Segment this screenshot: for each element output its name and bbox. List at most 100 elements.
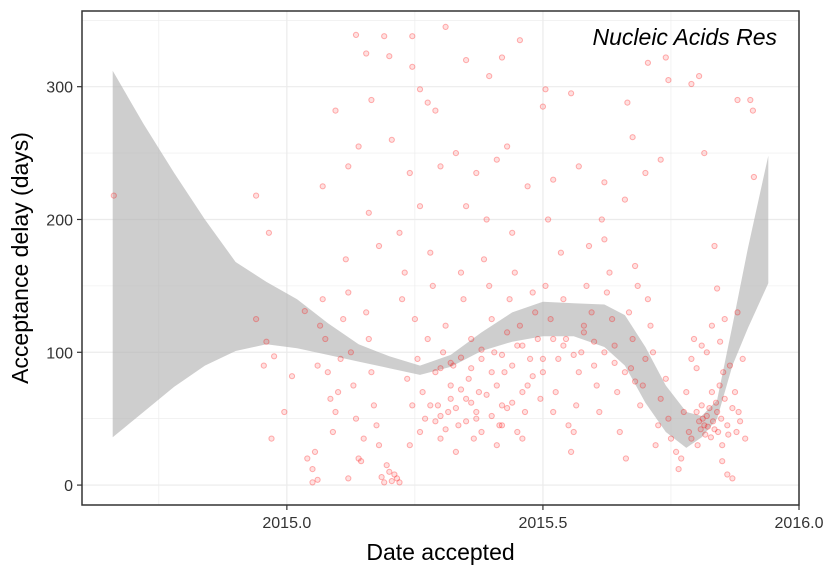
data-point — [457, 354, 465, 361]
data-point — [662, 375, 669, 382]
data-point — [603, 289, 611, 296]
data-point — [514, 342, 521, 349]
data-point — [437, 435, 444, 442]
data-point — [434, 402, 441, 409]
data-point — [719, 442, 726, 449]
data-point — [547, 316, 554, 323]
data-point — [632, 378, 639, 385]
data-point — [698, 342, 705, 349]
data-point — [652, 442, 659, 449]
data-point — [714, 408, 721, 416]
data-point — [578, 349, 585, 356]
data-point — [386, 53, 393, 60]
data-point — [673, 448, 680, 455]
y-tick-label: 300 — [46, 80, 73, 97]
data-point — [716, 382, 723, 389]
data-point — [486, 282, 493, 289]
data-point — [504, 405, 511, 412]
data-point — [717, 338, 724, 345]
data-point — [621, 369, 629, 376]
data-point — [409, 402, 416, 409]
data-point — [457, 269, 465, 276]
data-point — [516, 322, 524, 329]
data-point — [702, 431, 709, 438]
data-point — [527, 355, 534, 362]
data-point — [542, 282, 549, 289]
data-point — [463, 418, 470, 425]
scatter-points — [110, 23, 758, 486]
data-point — [432, 369, 439, 376]
data-point — [452, 150, 459, 157]
data-point — [478, 428, 485, 436]
data-point — [478, 346, 485, 353]
data-point — [516, 37, 524, 44]
data-point — [268, 435, 275, 442]
data-point — [447, 395, 454, 402]
data-point — [375, 242, 383, 250]
data-point — [498, 422, 506, 429]
data-point — [568, 90, 575, 97]
data-point — [734, 309, 741, 316]
data-point — [637, 402, 644, 409]
data-point — [473, 415, 480, 422]
data-point — [509, 362, 516, 369]
data-point — [560, 296, 567, 303]
data-point — [614, 389, 621, 396]
data-point — [733, 428, 740, 436]
data-point — [542, 86, 549, 93]
data-point — [483, 391, 490, 398]
data-point — [591, 362, 598, 369]
data-point — [427, 402, 434, 409]
data-point — [616, 428, 623, 436]
data-point — [506, 296, 513, 303]
data-point — [749, 107, 757, 114]
data-point — [381, 479, 388, 486]
data-point — [694, 442, 701, 449]
data-point — [483, 216, 490, 223]
data-point — [406, 442, 413, 449]
data-point — [737, 418, 744, 425]
y-tick-label: 100 — [46, 345, 73, 362]
data-point — [611, 342, 618, 349]
data-point — [708, 389, 716, 396]
data-point — [724, 422, 731, 429]
data-point — [363, 50, 370, 57]
data-point — [340, 316, 347, 323]
data-point — [373, 422, 380, 429]
data-point — [396, 479, 403, 486]
data-point — [493, 382, 500, 389]
data-point — [675, 466, 682, 473]
data-point — [708, 322, 716, 329]
data-point — [281, 408, 288, 416]
data-point — [437, 365, 444, 372]
data-point — [498, 402, 506, 409]
data-point — [345, 163, 352, 170]
data-point — [509, 399, 516, 406]
data-point — [450, 362, 457, 369]
data-point — [665, 415, 672, 422]
data-point — [460, 296, 467, 303]
data-point — [263, 338, 270, 345]
data-point — [350, 382, 357, 389]
data-point — [468, 399, 475, 406]
data-point — [701, 422, 708, 429]
data-point — [473, 408, 480, 416]
data-point — [414, 355, 421, 362]
data-point — [253, 192, 260, 199]
data-point — [496, 422, 503, 429]
data-point — [667, 435, 675, 442]
data-point — [493, 442, 500, 449]
data-point — [550, 335, 557, 343]
data-point — [335, 389, 342, 396]
data-point — [565, 422, 572, 429]
data-point — [375, 442, 383, 449]
data-point — [639, 382, 646, 389]
data-point — [457, 386, 465, 393]
data-point — [488, 369, 495, 376]
data-point — [719, 458, 726, 465]
data-point — [327, 395, 334, 402]
data-point — [498, 54, 506, 61]
data-point — [545, 216, 552, 223]
data-point — [601, 236, 608, 243]
data-point — [601, 349, 608, 356]
